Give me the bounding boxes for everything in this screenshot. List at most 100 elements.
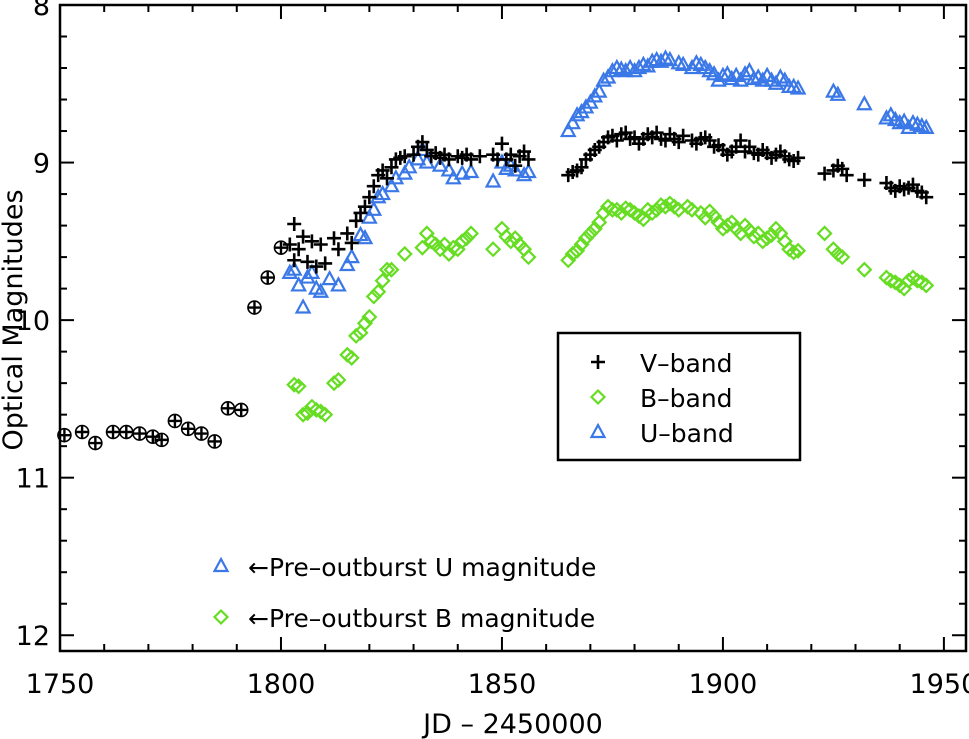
- data-point: [260, 270, 276, 285]
- data-point: [194, 426, 209, 441]
- data-point: [573, 236, 590, 253]
- data-point: [431, 156, 449, 172]
- data-point: [247, 300, 262, 315]
- data-point: [494, 136, 509, 151]
- y-axis-label: Optical Magnitudes: [0, 189, 29, 450]
- plot-frame: [58, 3, 968, 653]
- data-point: [710, 214, 727, 231]
- data-point: [396, 245, 413, 263]
- data-point: [366, 179, 381, 194]
- legend-label-b: B–band: [640, 384, 733, 413]
- data-point: [789, 79, 807, 95]
- data-point: [441, 152, 456, 167]
- data-point: [714, 66, 732, 83]
- data-point: [856, 261, 873, 278]
- data-point: [432, 241, 449, 258]
- data-point: [338, 255, 356, 272]
- data-point: [300, 254, 315, 269]
- x-tick-label: 1850: [468, 669, 537, 700]
- data-point: [714, 220, 731, 237]
- data-point: [370, 283, 387, 300]
- data-point: [454, 233, 471, 250]
- data-point: [643, 52, 661, 68]
- y-tick-label: 8: [33, 0, 50, 22]
- data-point: [472, 149, 487, 164]
- data-point: [560, 252, 577, 269]
- series-v: [282, 125, 934, 274]
- data-point: [88, 435, 103, 451]
- data-point: [604, 201, 621, 218]
- data-point: [817, 166, 832, 181]
- data-point: [723, 69, 741, 86]
- data-point: [207, 434, 222, 449]
- data-point: [520, 162, 537, 179]
- data-point: [754, 71, 772, 87]
- data-point: [445, 239, 462, 256]
- data-point: [287, 253, 302, 268]
- data-point: [521, 152, 536, 167]
- data-point: [233, 402, 249, 418]
- data-point: [706, 208, 723, 225]
- data-point: [676, 128, 691, 143]
- data-point: [917, 118, 935, 134]
- x-tick-label: 1900: [689, 669, 758, 700]
- data-point: [294, 298, 312, 314]
- data-point: [520, 249, 537, 266]
- data-point: [220, 401, 236, 416]
- data-point: [295, 406, 312, 423]
- data-point: [321, 269, 338, 286]
- data-point: [595, 71, 612, 87]
- data-point: [586, 220, 603, 237]
- data-point: [506, 161, 524, 177]
- y-tick-labels: 8 9 10 11 12: [16, 0, 50, 652]
- data-point: [296, 229, 311, 244]
- data-point: [564, 113, 582, 130]
- legend-marker-u: [589, 422, 607, 439]
- data-point: [573, 102, 590, 119]
- data-point: [154, 432, 169, 448]
- data-point: [406, 147, 421, 162]
- data-point: [856, 94, 873, 111]
- data-point: [304, 234, 319, 249]
- data-point: [356, 315, 374, 332]
- data-point: [361, 308, 378, 326]
- data-point: [816, 225, 833, 242]
- data-point: [374, 184, 391, 201]
- data-point: [383, 261, 400, 278]
- data-point: [604, 61, 621, 78]
- series-u: [281, 49, 935, 314]
- data-point: [644, 204, 661, 222]
- data-point: [919, 190, 934, 205]
- data-point: [582, 225, 599, 242]
- data-points: [57, 49, 935, 451]
- data-point: [453, 164, 471, 180]
- data-point: [574, 160, 589, 175]
- data-point: [918, 277, 935, 294]
- data-point: [564, 245, 581, 263]
- data-point: [365, 200, 383, 216]
- data-point: [132, 426, 147, 441]
- data-point: [559, 121, 577, 138]
- annotation-marker: [212, 608, 230, 626]
- x-tick-labels: 1750 1800 1850 1900 1950: [26, 669, 969, 700]
- y-tick-label: 11: [16, 464, 50, 495]
- data-point: [741, 222, 758, 239]
- data-point: [754, 233, 771, 250]
- y-tick-label: 12: [16, 621, 50, 652]
- data-point: [356, 228, 374, 245]
- data-point: [498, 159, 515, 175]
- y-tick-label: 10: [16, 306, 50, 337]
- data-point: [286, 376, 303, 393]
- data-point: [285, 260, 303, 276]
- data-point: [776, 71, 794, 87]
- data-point: [705, 65, 723, 81]
- data-point: [318, 256, 333, 271]
- data-point: [313, 237, 328, 252]
- data-point: [785, 244, 802, 261]
- data-point: [290, 378, 307, 395]
- data-point: [839, 168, 854, 183]
- data-point: [723, 214, 740, 231]
- data-point: [464, 152, 479, 167]
- legend-label-v: V–band: [640, 349, 733, 378]
- x-tick-label: 1750: [26, 669, 95, 700]
